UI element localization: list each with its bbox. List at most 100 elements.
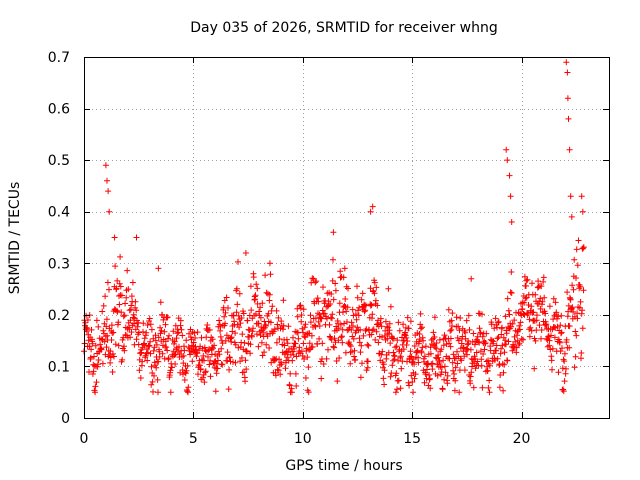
data-point [428, 361, 435, 368]
data-point [106, 208, 113, 215]
data-point [384, 323, 390, 330]
data-point [334, 378, 341, 385]
data-point [435, 354, 442, 361]
data-point [540, 278, 547, 285]
data-point [87, 354, 94, 361]
data-point [108, 337, 115, 343]
data-point [447, 335, 454, 342]
data-point [161, 328, 168, 335]
data-point [275, 367, 282, 374]
data-point [206, 361, 213, 368]
data-point [387, 340, 394, 347]
data-point [118, 309, 125, 316]
data-point [273, 339, 280, 346]
data-point [316, 335, 323, 342]
data-point [170, 328, 177, 335]
data-point [219, 361, 226, 368]
data-point [439, 386, 446, 393]
data-point [326, 333, 333, 340]
data-point [325, 346, 331, 353]
data-point [574, 262, 581, 269]
data-point [247, 350, 254, 357]
data-point [241, 369, 248, 376]
data-point [567, 193, 574, 200]
data-point [332, 280, 339, 287]
data-point [260, 326, 267, 332]
data-point [337, 321, 344, 328]
data-point [166, 332, 172, 339]
data-point [156, 348, 163, 355]
data-point [559, 365, 566, 372]
data-point [433, 340, 440, 346]
data-point [222, 320, 229, 327]
data-point [272, 356, 279, 363]
data-point [394, 337, 401, 344]
data-point [445, 306, 452, 313]
data-point [356, 339, 363, 346]
data-point [360, 332, 367, 339]
data-point [523, 277, 530, 284]
data-point [372, 297, 379, 304]
x-tick-label: 5 [189, 431, 198, 447]
data-point [422, 343, 429, 350]
data-point [202, 368, 209, 375]
data-point [416, 336, 423, 343]
data-point [344, 304, 351, 311]
data-point [566, 344, 573, 351]
x-tick-labels: 0 5 10 15 20 [80, 431, 531, 447]
data-point [200, 374, 206, 381]
data-points [81, 59, 587, 396]
data-point [563, 365, 569, 372]
y-tick-label: 0 [61, 411, 70, 427]
data-point [495, 319, 502, 326]
data-point [259, 300, 266, 307]
data-point [351, 353, 358, 360]
data-point [271, 326, 278, 333]
data-point [578, 355, 584, 362]
data-point [495, 334, 502, 341]
data-point [254, 285, 261, 292]
data-point [454, 335, 461, 341]
data-point [486, 362, 493, 369]
data-point [242, 250, 249, 256]
data-point [100, 327, 107, 334]
data-point [392, 389, 399, 396]
data-point [252, 292, 259, 299]
data-point [300, 306, 307, 313]
data-point [339, 339, 346, 346]
data-point [508, 290, 515, 296]
data-point [316, 311, 323, 318]
data-point [354, 283, 360, 290]
data-point [214, 365, 221, 372]
data-point [385, 324, 392, 331]
data-point [133, 336, 140, 343]
data-point [354, 324, 361, 331]
data-point [299, 352, 306, 359]
data-point [501, 349, 508, 356]
data-point [549, 345, 556, 352]
data-point [104, 279, 111, 286]
data-point [191, 329, 198, 336]
data-point [390, 349, 397, 356]
data-point [467, 373, 474, 380]
data-point [526, 316, 533, 323]
data-point [168, 364, 175, 371]
data-point [159, 350, 166, 357]
data-point [250, 325, 256, 332]
data-point [465, 340, 472, 347]
data-point [533, 327, 540, 334]
data-point [431, 334, 438, 340]
data-point [194, 350, 201, 357]
data-point [490, 338, 497, 345]
data-point [560, 388, 567, 395]
data-point [554, 323, 561, 330]
data-point [258, 339, 265, 346]
data-point [315, 298, 322, 305]
data-point [210, 345, 216, 352]
data-point [475, 338, 482, 345]
data-point [436, 358, 443, 365]
data-point [284, 340, 291, 347]
data-point [186, 330, 192, 337]
data-point [147, 350, 154, 357]
